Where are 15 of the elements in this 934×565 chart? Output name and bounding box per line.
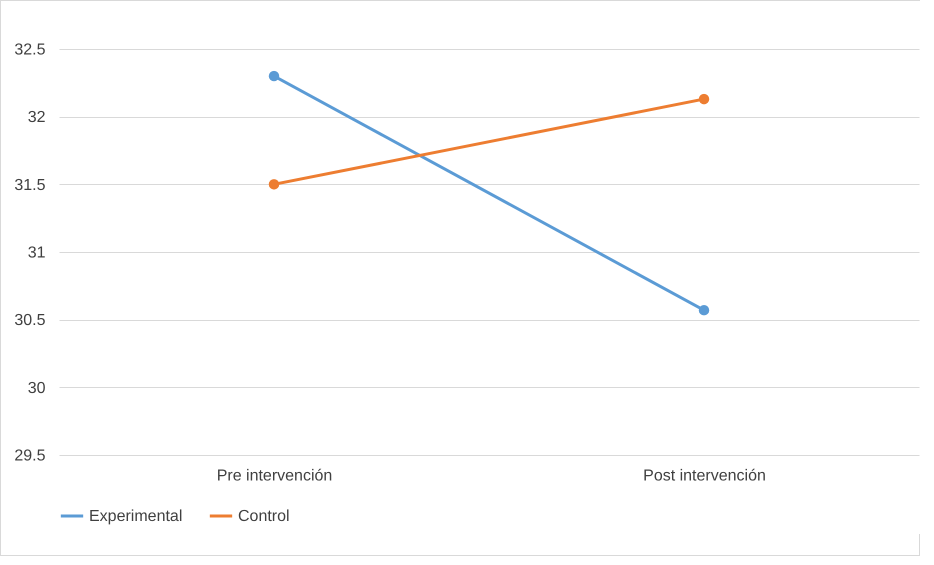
- point: [698, 94, 710, 104]
- legend-label: Experimental: [89, 508, 182, 525]
- x-tick-label: Post intervención: [643, 468, 766, 484]
- point: [268, 179, 280, 190]
- point: [698, 304, 710, 316]
- y-tick-label: 32.5: [14, 42, 46, 58]
- y-tick-label: 32: [28, 109, 46, 126]
- x-tick-label: Pre intervención: [216, 468, 332, 484]
- y-tick-label: 29.5: [14, 448, 46, 464]
- y-tick-label: 31.5: [14, 176, 46, 194]
- y-tick-label: 30.5: [14, 312, 46, 330]
- point: [268, 70, 280, 82]
- legend-label: Control: [238, 508, 290, 525]
- y-tick-label: 31: [28, 244, 46, 262]
- y-tick-label: 30: [28, 380, 46, 397]
